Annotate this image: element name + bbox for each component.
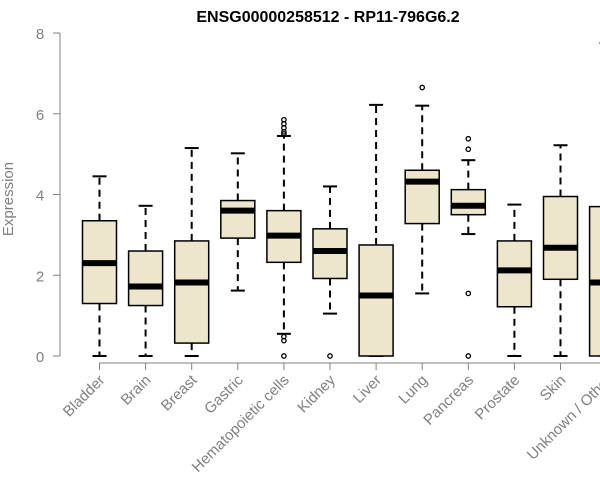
box-lung (404, 84, 440, 295)
y-tick-label: 0 (36, 349, 44, 366)
x-tick-label: Skin (537, 372, 570, 405)
y-tick-label: 4 (36, 188, 44, 205)
chart-title: ENSG00000258512 - RP11-796G6.2 (196, 9, 459, 26)
outlier-point (281, 333, 287, 340)
box-body (358, 244, 394, 357)
box-liver (358, 103, 394, 357)
box-kidney (312, 185, 348, 359)
box-unknown-other (588, 42, 600, 357)
x-tick-label: Gastric (201, 371, 247, 417)
outlier-point (465, 290, 472, 297)
outlier-point (465, 146, 472, 153)
outlier-point (281, 116, 287, 123)
outlier-point (419, 84, 426, 91)
x-tick-label: Kidney (294, 371, 339, 416)
box-body (496, 240, 533, 308)
box-hematopoietic-cells (266, 116, 302, 359)
box-gastric (220, 152, 256, 292)
y-tick-label: 2 (36, 268, 44, 285)
box-body (450, 188, 487, 216)
box-brain (127, 204, 164, 357)
x-tick-label: Pancreas (420, 372, 477, 429)
x-tick-label: Breast (158, 371, 201, 414)
y-axis: 0 2 4 6 8 (36, 26, 61, 366)
box-body (542, 195, 579, 281)
box-series (81, 42, 600, 359)
x-tick-label: Lung (395, 372, 431, 408)
y-axis-label: Expression (0, 162, 17, 236)
x-tick-label: Bladder (60, 372, 109, 421)
box-prostate (496, 203, 533, 357)
box-body (404, 169, 440, 225)
x-tick-label: Prostate (472, 372, 524, 424)
outlier-point (465, 135, 472, 142)
box-skin (542, 144, 579, 357)
box-breast (173, 147, 210, 357)
box-body (127, 250, 164, 307)
x-tick-label: Brain (118, 372, 155, 409)
box-bladder (81, 175, 118, 357)
outlier-point (281, 353, 287, 359)
box-body (220, 199, 256, 239)
box-pancreas (450, 135, 487, 359)
outlier-point (327, 353, 333, 359)
outlier-point (465, 353, 472, 359)
y-tick-label: 6 (36, 107, 44, 124)
x-tick-label: Liver (350, 372, 385, 407)
y-tick-label: 8 (36, 26, 44, 43)
box-body (173, 240, 210, 344)
outlier-point (281, 131, 287, 137)
